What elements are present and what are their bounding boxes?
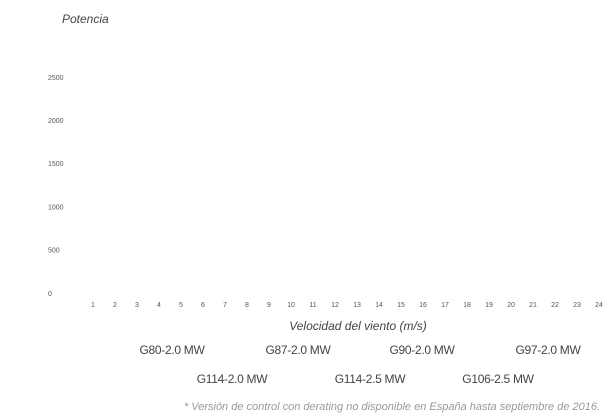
- legend-label: G87-2.0 MW: [265, 343, 331, 357]
- x-tick-label: 10: [287, 302, 295, 309]
- x-tick-label: 23: [573, 302, 581, 309]
- x-tick-label: 24: [595, 302, 603, 309]
- x-tick-label: 2: [113, 302, 117, 309]
- x-tick-label: 3: [135, 302, 139, 309]
- legend-label: G90-2.0 MW: [389, 343, 455, 357]
- legend-label: G106-2.5 MW: [462, 372, 534, 386]
- x-tick-label: 8: [245, 302, 249, 309]
- x-tick-label: 11: [309, 302, 316, 309]
- footnote: * Versión de control con derating no dis…: [184, 401, 600, 413]
- x-tick-label: 6: [201, 302, 205, 309]
- y-tick-label: 0: [48, 291, 52, 298]
- legend-label: G97-2.0 MW: [515, 343, 581, 357]
- y-tick-label: 500: [48, 248, 60, 255]
- x-tick-label: 7: [223, 302, 227, 309]
- x-tick-label: 9: [267, 302, 271, 309]
- x-tick-label: 16: [419, 302, 427, 309]
- x-tick-label: 17: [441, 302, 449, 309]
- x-tick-label: 5: [179, 302, 183, 309]
- legend-label: G114-2.0 MW: [197, 372, 268, 386]
- x-tick-label: 15: [397, 302, 405, 309]
- x-axis-label: Velocidad del viento (m/s): [289, 319, 427, 333]
- x-tick-label: 20: [507, 302, 515, 309]
- x-tick-label: 4: [157, 302, 161, 309]
- x-tick-label: 19: [485, 302, 493, 309]
- x-tick-label: 18: [463, 302, 471, 309]
- y-tick-label: 1000: [48, 204, 64, 211]
- x-tick-label: 12: [331, 302, 339, 309]
- x-tick-label: 22: [551, 302, 559, 309]
- y-tick-label: 1500: [48, 161, 64, 168]
- x-tick-label: 21: [529, 302, 537, 309]
- chart-title: Potencia: [62, 12, 109, 26]
- x-tick-label: 14: [375, 302, 383, 309]
- legend-label: G80-2.0 MW: [139, 343, 205, 357]
- y-tick-label: 2500: [48, 75, 64, 82]
- x-tick-label: 13: [353, 302, 361, 309]
- legend-label: G114-2.5 MW: [335, 372, 406, 386]
- x-tick-label: 1: [91, 302, 95, 309]
- y-tick-label: 2000: [48, 118, 64, 125]
